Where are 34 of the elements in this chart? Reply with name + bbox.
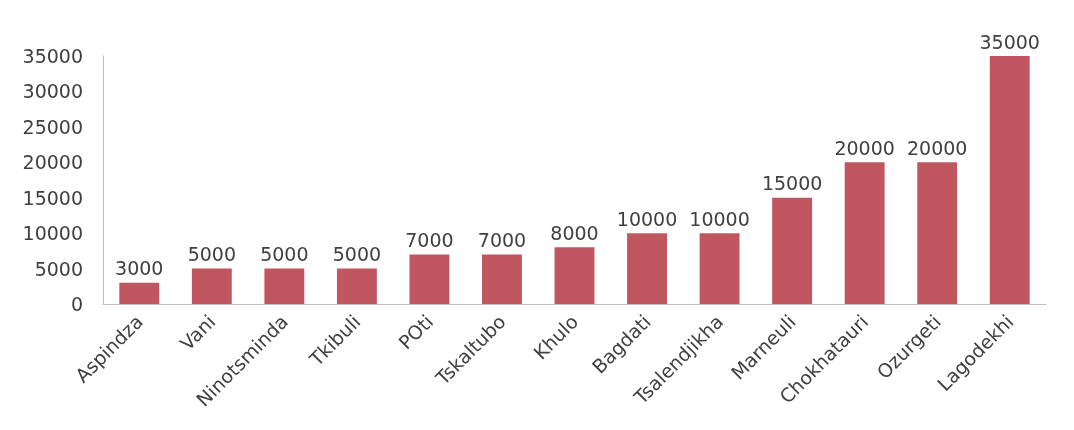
data-label: 20000 — [906, 136, 968, 159]
bar — [917, 162, 958, 304]
y-tick-label: 30000 — [22, 80, 83, 103]
data-label: 35000 — [979, 30, 1040, 53]
y-tick-label: 20000 — [22, 151, 83, 174]
data-label: 3000 — [115, 257, 164, 280]
bar — [482, 254, 522, 304]
data-label: 20000 — [834, 136, 895, 159]
data-label: 10000 — [616, 207, 678, 230]
bar — [336, 268, 377, 304]
bar — [191, 268, 232, 304]
data-label: 7000 — [405, 228, 454, 251]
data-label: 5000 — [332, 243, 382, 266]
y-tick-label: 25000 — [22, 115, 83, 138]
y-tick-label: 35000 — [22, 45, 83, 67]
y-tick-label: 0 — [70, 293, 83, 315]
bar — [119, 282, 160, 304]
bar — [989, 56, 1030, 304]
bar — [554, 247, 595, 304]
bar — [627, 233, 667, 304]
data-label: 15000 — [761, 172, 823, 195]
y-tick-label: 10000 — [22, 222, 83, 245]
data-label: 5000 — [187, 243, 236, 266]
y-tick-label: 15000 — [22, 186, 83, 209]
y-tick-label: 5000 — [34, 257, 83, 280]
data-label: 10000 — [689, 207, 750, 230]
bar — [844, 162, 885, 304]
bar — [264, 268, 305, 304]
data-label: 8000 — [550, 221, 599, 244]
data-label: 7000 — [477, 228, 527, 251]
bar — [699, 233, 740, 304]
bar — [772, 197, 813, 304]
data-label: 5000 — [260, 243, 309, 266]
bar — [409, 254, 450, 304]
